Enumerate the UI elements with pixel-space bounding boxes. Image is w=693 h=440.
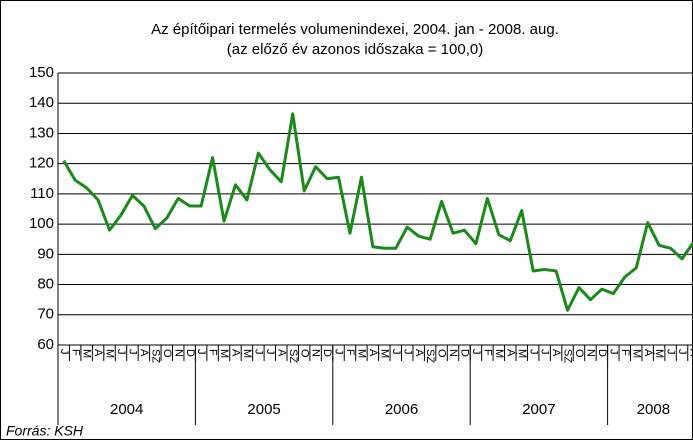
x-tick-label: J [676, 349, 688, 355]
x-tick-label: SZ [562, 349, 574, 363]
year-label: 2007 [522, 401, 555, 418]
x-tick-label: SZ [149, 349, 161, 363]
source-note: Forrás: KSH [6, 423, 84, 439]
year-label: 2004 [110, 401, 143, 418]
x-tick-label: Á [92, 349, 105, 357]
chart-title: Az építőipari termelés volumenindexei, 2… [151, 21, 559, 38]
x-tick-label: Á [367, 349, 380, 357]
x-tick-label: N [447, 349, 459, 357]
y-tick-label: 120 [29, 155, 54, 172]
x-tick-label: A [688, 349, 693, 357]
x-tick-label: M [356, 349, 368, 358]
x-tick-label: M [516, 349, 528, 358]
x-tick-label: D [459, 349, 471, 357]
x-tick-label: J [195, 349, 207, 355]
chart-subtitle: (az előző év azonos időszaka = 100,0) [227, 41, 483, 58]
x-tick-label: O [573, 349, 585, 358]
x-tick-label: F [69, 349, 81, 356]
y-tick-label: 110 [30, 185, 54, 202]
y-tick-label: 100 [29, 215, 54, 232]
x-tick-label: N [172, 349, 184, 357]
x-tick-label: J [607, 349, 619, 355]
x-tick-label: M [493, 349, 505, 358]
x-tick-label: F [207, 349, 219, 356]
y-tick-label: 90 [37, 245, 54, 262]
x-tick-label: J [390, 349, 402, 355]
x-tick-label: SZ [287, 349, 299, 363]
year-label: 2006 [385, 401, 418, 418]
x-tick-label: J [252, 349, 264, 355]
x-tick-label: A [138, 349, 150, 357]
x-tick-label: D [184, 349, 196, 357]
x-tick-label: M [241, 349, 253, 358]
y-tick-label: 80 [37, 276, 54, 293]
x-tick-label: A [550, 349, 562, 357]
x-tick-label: M [378, 349, 390, 358]
x-tick-label: D [321, 349, 333, 357]
x-tick-label: F [481, 349, 493, 356]
x-tick-label: M [218, 349, 230, 358]
y-tick-label: 130 [29, 124, 54, 141]
year-label: 2008 [637, 401, 670, 418]
x-tick-label: M [630, 349, 642, 358]
x-tick-label: M [81, 349, 93, 358]
x-tick-label: J [665, 349, 677, 355]
x-tick-label: D [596, 349, 608, 357]
year-label: 2005 [247, 401, 280, 418]
x-tick-label: O [436, 349, 448, 358]
x-tick-label: J [539, 349, 551, 355]
x-tick-label: N [585, 349, 597, 357]
x-tick-label: J [333, 349, 345, 355]
data-line [62, 112, 693, 312]
x-tick-label: A [275, 349, 287, 357]
x-tick-label: O [161, 349, 173, 358]
x-tick-label: Á [230, 349, 243, 357]
x-tick-label: O [298, 349, 310, 358]
y-tick-label: 70 [37, 306, 54, 323]
x-tick-label: J [264, 349, 276, 355]
x-tick-label: Á [504, 349, 517, 357]
y-tick-label: 140 [29, 94, 54, 111]
x-tick-label: F [619, 349, 631, 356]
y-tick-label: 150 [29, 64, 54, 81]
x-tick-label: J [115, 349, 127, 355]
x-tick-label: J [127, 349, 139, 355]
x-tick-label: Á [642, 349, 655, 357]
x-tick-label: M [104, 349, 116, 358]
x-tick-label: N [310, 349, 322, 357]
x-tick-label: J [527, 349, 539, 355]
x-tick-label: M [653, 349, 665, 358]
x-tick-label: J [401, 349, 413, 355]
x-tick-label: J [58, 349, 70, 355]
x-tick-label: SZ [424, 349, 436, 363]
x-tick-label: J [470, 349, 482, 355]
y-tick-label: 60 [37, 336, 54, 353]
x-tick-label: A [413, 349, 425, 357]
x-tick-label: F [344, 349, 356, 356]
